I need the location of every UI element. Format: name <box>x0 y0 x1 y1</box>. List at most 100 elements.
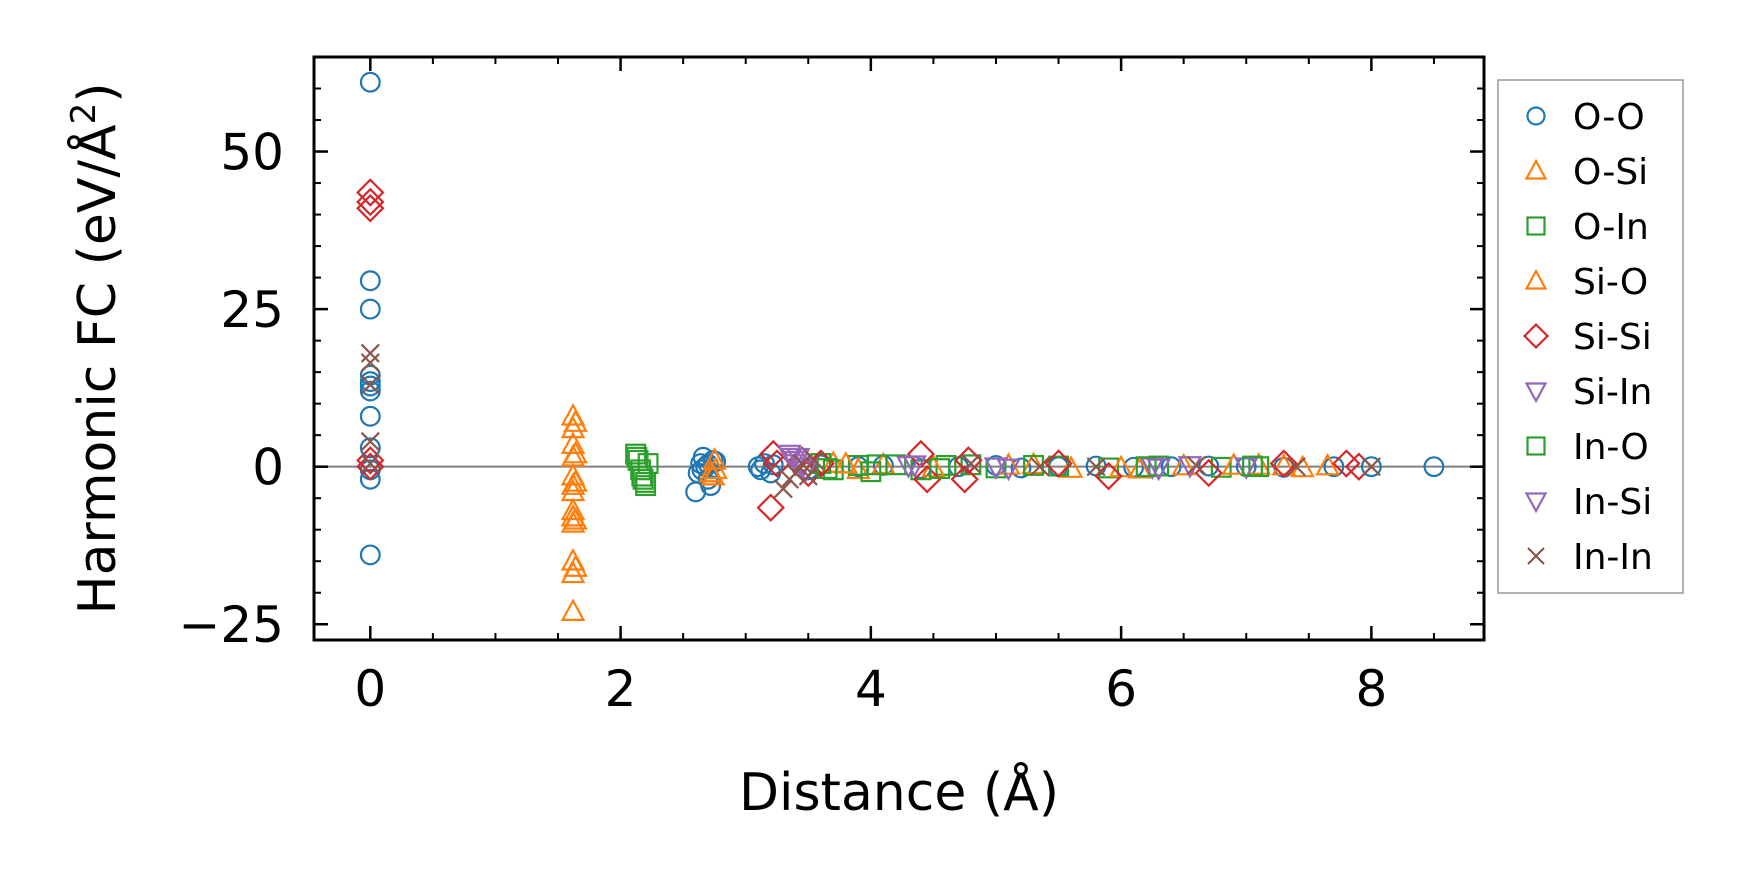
data-point <box>950 465 979 494</box>
plot-frame <box>312 55 1486 642</box>
data-point <box>563 440 588 464</box>
data-point <box>929 458 951 480</box>
data-point <box>359 437 381 459</box>
data-point <box>560 497 586 521</box>
legend-marker <box>1526 216 1546 236</box>
data-point <box>821 450 846 473</box>
data-point <box>1023 454 1044 476</box>
data-point <box>1286 457 1306 477</box>
data-point <box>356 187 385 217</box>
data-point <box>560 598 586 621</box>
data-point <box>961 453 981 474</box>
legend-box <box>1497 79 1684 594</box>
data-point <box>756 493 785 522</box>
legend-label: In-O <box>1573 427 1649 468</box>
data-point <box>833 450 859 474</box>
data-point <box>866 454 888 476</box>
data-point <box>360 343 380 363</box>
data-point <box>359 544 381 566</box>
data-point <box>360 431 380 452</box>
y-axis-label-main: Harmonic FC (eV/Å <box>66 124 128 615</box>
series-in-o <box>626 446 1263 493</box>
data-point <box>563 469 588 492</box>
data-point <box>359 270 381 292</box>
data-point <box>632 468 654 490</box>
y-tick-label: 25 <box>220 281 284 339</box>
legend-marker <box>1524 268 1548 290</box>
data-point <box>359 405 381 427</box>
data-point <box>360 375 380 395</box>
data-point <box>983 457 1009 480</box>
data-point <box>700 475 722 497</box>
data-point <box>359 380 381 402</box>
x-tick-label: 0 <box>354 660 386 718</box>
legend-label: In-Si <box>1573 482 1652 523</box>
series-in-in <box>360 343 1381 499</box>
legend-marker <box>1522 322 1550 350</box>
data-point <box>1198 455 1220 477</box>
ticks-layer: 0 2 4 6 8 −25 0 25 50 <box>178 56 1484 718</box>
legend-marker <box>1524 492 1548 514</box>
data-point <box>1233 457 1259 480</box>
y-tick-label: −25 <box>178 596 284 654</box>
data-point <box>1030 457 1050 477</box>
data-point <box>1360 456 1382 478</box>
data-point <box>1058 455 1084 478</box>
data-point <box>896 456 921 479</box>
data-point <box>692 446 714 468</box>
data-point <box>560 431 586 454</box>
data-point <box>1171 452 1196 476</box>
data-point <box>792 453 812 474</box>
y-axis-label: Harmonic FC (eV/Å2) <box>64 82 128 614</box>
data-point <box>1423 456 1445 478</box>
data-point <box>1135 456 1157 478</box>
data-point <box>1361 457 1381 477</box>
data-point <box>1086 457 1106 477</box>
data-point <box>359 298 381 320</box>
data-point <box>698 459 723 483</box>
data-point <box>360 453 380 474</box>
data-point <box>635 471 657 493</box>
data-point <box>935 454 957 476</box>
data-point <box>773 479 793 499</box>
legend-marker <box>1524 158 1548 180</box>
data-point <box>1160 456 1182 478</box>
legend: O-O O-Si O-In Si-O Si-Si Si-In In-O In-Si In-In <box>1497 79 1684 594</box>
data-point <box>906 439 936 469</box>
legend-label: O-In <box>1573 207 1649 248</box>
legend-marker <box>1527 547 1545 565</box>
data-point <box>798 466 818 486</box>
data-point <box>1098 457 1120 479</box>
data-point <box>631 465 653 487</box>
data-point <box>1127 455 1153 479</box>
data-point <box>912 465 942 494</box>
legend-marker <box>1526 436 1546 456</box>
data-point <box>1010 457 1032 479</box>
marks-layer <box>356 71 1445 621</box>
data-point <box>804 450 825 470</box>
y-axis-label-superscript: 2 <box>64 103 104 125</box>
data-point <box>822 459 844 481</box>
x-tick-label: 6 <box>1105 660 1137 718</box>
data-point <box>360 353 380 373</box>
data-point <box>563 409 588 432</box>
data-point <box>1269 449 1298 478</box>
data-point <box>1315 452 1340 476</box>
x-tick-label: 8 <box>1355 660 1387 718</box>
y-axis-label-close: ) <box>68 82 128 102</box>
legend-label: In-In <box>1573 537 1653 578</box>
data-point <box>563 506 588 530</box>
y-tick-label: 0 <box>252 439 284 497</box>
data-point <box>1186 455 1206 475</box>
legend-marker <box>1526 106 1546 126</box>
data-point <box>1210 456 1232 478</box>
data-point <box>356 178 385 207</box>
data-point <box>359 71 381 93</box>
data-point <box>816 458 838 480</box>
series-si-o <box>563 409 1297 577</box>
legend-label: O-Si <box>1573 152 1648 193</box>
legend-label: Si-Si <box>1573 317 1652 358</box>
data-point <box>996 458 1021 482</box>
